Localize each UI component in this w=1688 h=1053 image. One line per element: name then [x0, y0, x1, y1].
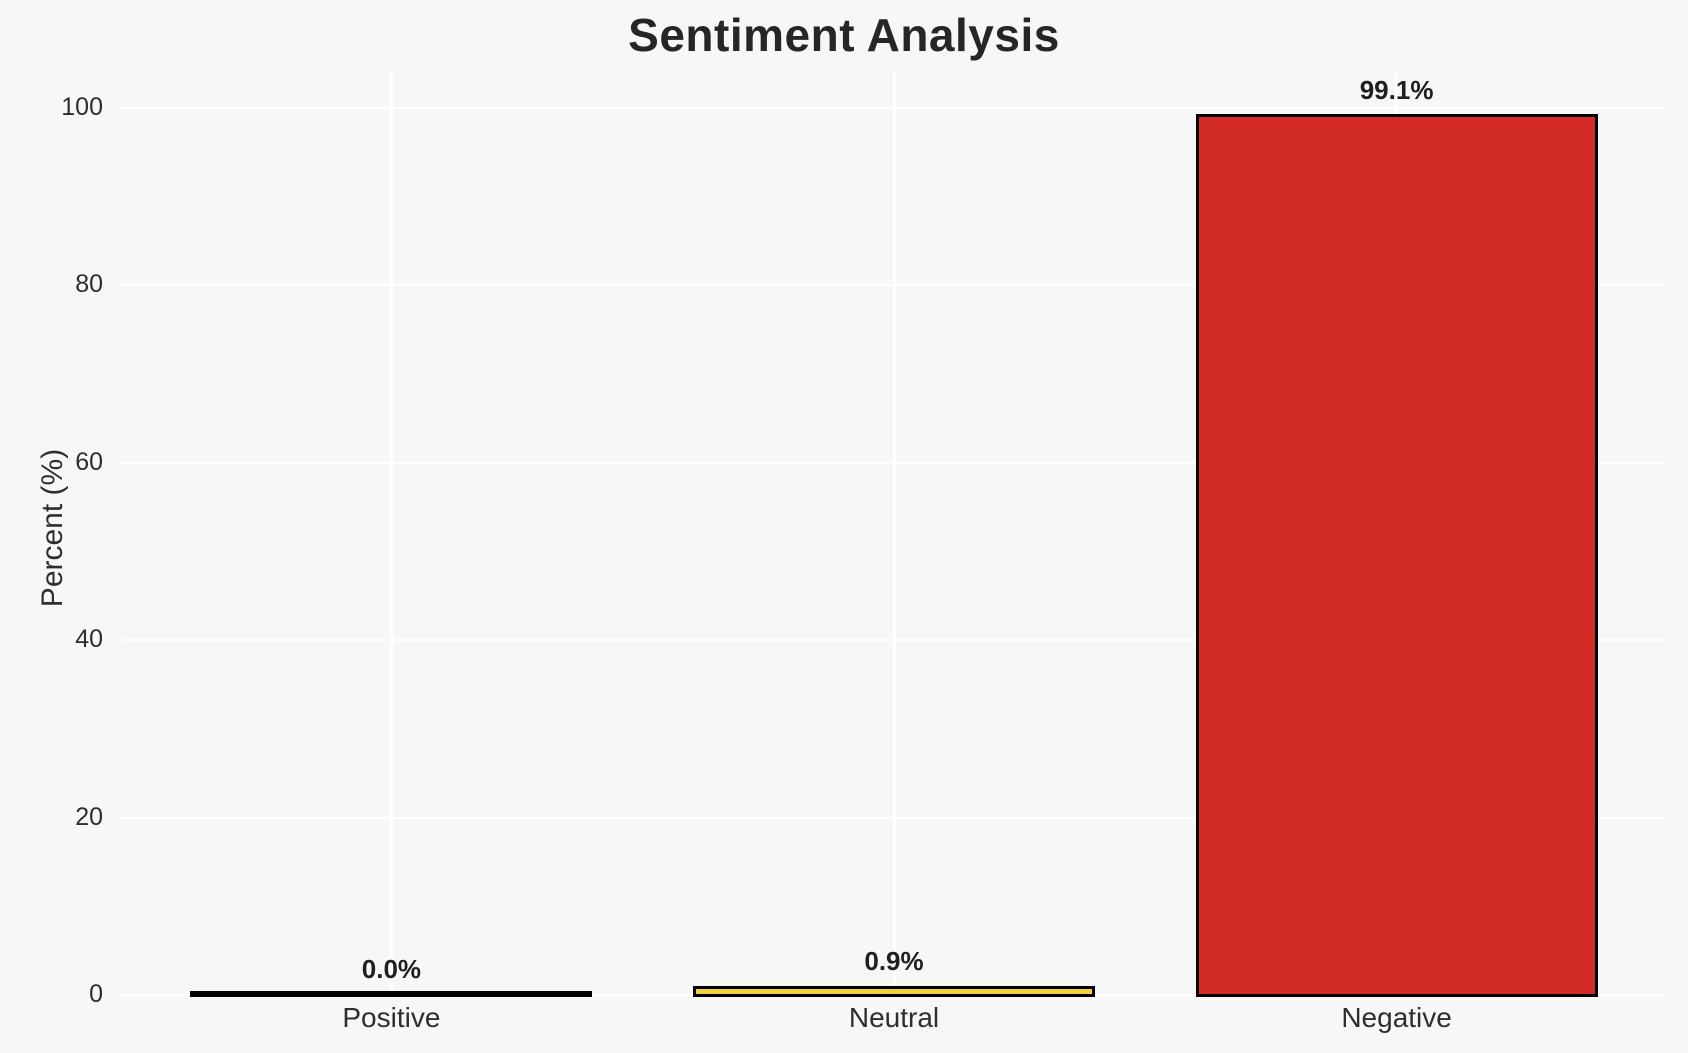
value-label-neutral: 0.9% — [864, 946, 924, 977]
x-gridline-positive — [389, 72, 393, 995]
x-tick-label-neutral: Neutral — [848, 1002, 940, 1033]
y-tick-label-80: 80 — [75, 270, 103, 298]
value-label-positive: 0.0% — [361, 954, 422, 984]
x-tick-label-negative: Negative — [1341, 1002, 1452, 1033]
chart-title: Sentiment Analysis — [628, 9, 1060, 61]
bar-negative — [1195, 114, 1598, 997]
bar-positive — [190, 990, 593, 997]
bar-neutral — [692, 985, 1096, 997]
x-gridline-neutral — [892, 72, 896, 995]
y-tick-label-20: 20 — [75, 802, 103, 831]
y-tick-label-0: 0 — [89, 980, 103, 1008]
x-tick-label-positive: Positive — [342, 1002, 441, 1033]
value-label-negative: 99.1% — [1359, 74, 1434, 105]
y-tick-label-40: 40 — [75, 625, 103, 653]
y-tick-label-60: 60 — [75, 447, 103, 476]
plot-area: 0.0% 0.9% 99.1% — [121, 72, 1667, 997]
y-tick-label-100: 100 — [61, 92, 103, 121]
